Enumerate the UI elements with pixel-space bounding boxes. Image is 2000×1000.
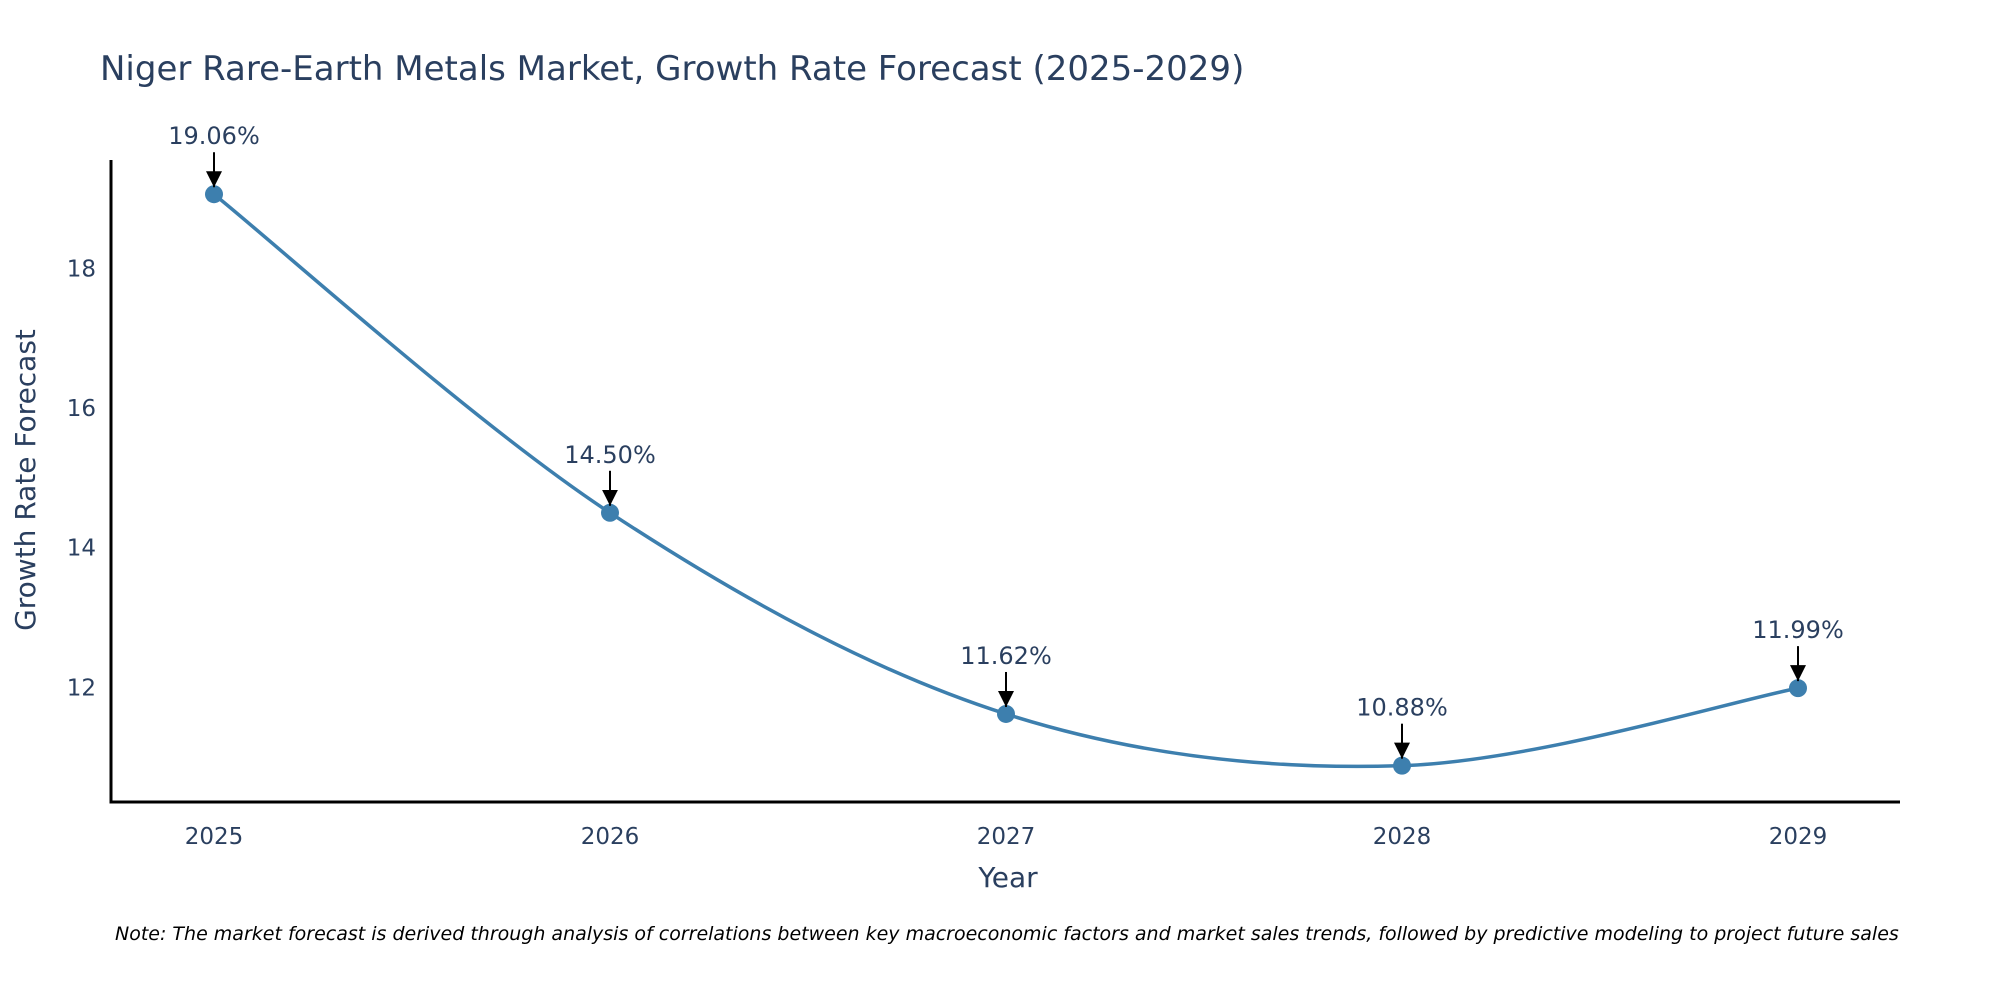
y-tick-label: 12 — [67, 675, 96, 701]
data-point — [1789, 679, 1807, 698]
data-point — [601, 503, 619, 522]
footnote: Note: The market forecast is derived thr… — [115, 923, 1899, 945]
y-axis-title: Growth Rate Forecast — [9, 329, 42, 631]
data-label: 11.99% — [1752, 616, 1844, 644]
data-label: 14.50% — [564, 441, 656, 469]
y-tick-label: 16 — [67, 396, 96, 422]
y-tick-label: 18 — [67, 256, 96, 282]
x-tick-label: 2028 — [1373, 824, 1432, 850]
x-tick-label: 2029 — [1769, 824, 1828, 850]
x-axis-title: Year — [977, 861, 1038, 894]
x-tick-label: 2026 — [581, 824, 640, 850]
x-tick-label: 2025 — [185, 824, 244, 850]
x-tick-label: 2027 — [977, 824, 1036, 850]
plot-area: 12 14 16 18 2025 2026 2027 2028 2029 19.06% 14.50%… — [67, 122, 1900, 850]
data-label: 19.06% — [168, 122, 260, 150]
data-point — [205, 185, 223, 204]
data-label: 11.62% — [960, 642, 1052, 670]
data-label: 10.88% — [1356, 694, 1448, 722]
series-line — [212, 192, 1799, 769]
chart-title: Niger Rare-Earth Metals Market, Growth R… — [100, 49, 1244, 89]
y-tick-label: 14 — [67, 536, 96, 562]
data-point — [1393, 756, 1411, 775]
data-point — [997, 704, 1015, 723]
